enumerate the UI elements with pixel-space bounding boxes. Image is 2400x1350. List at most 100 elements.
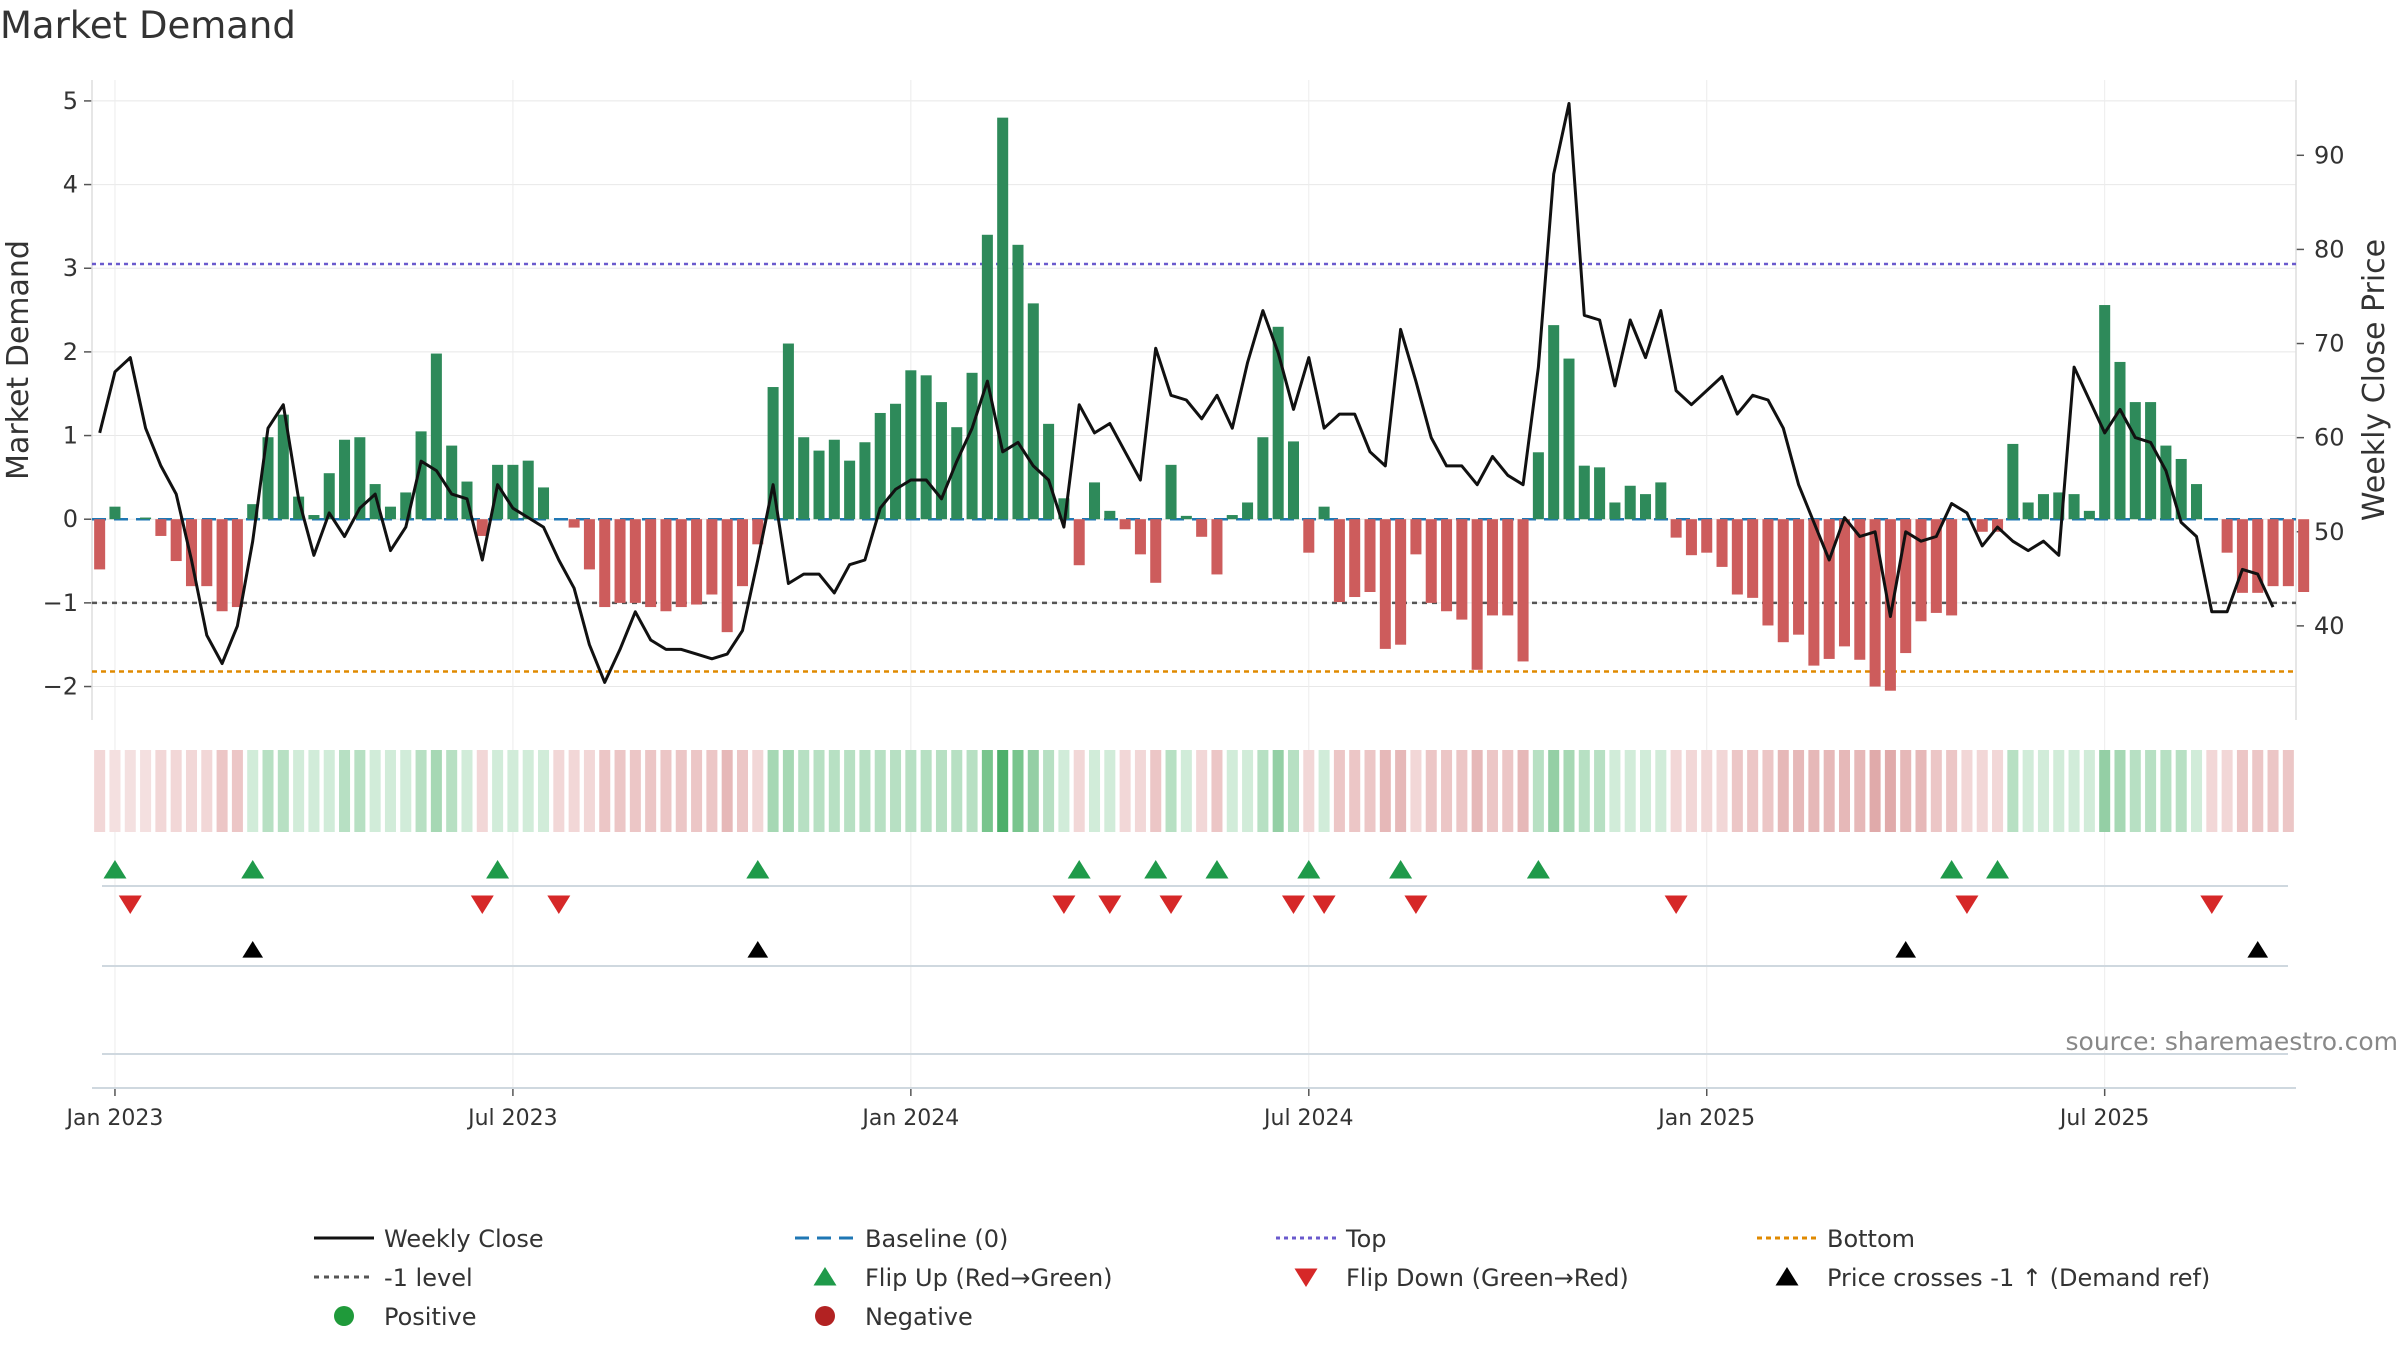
strip-cell	[706, 750, 718, 832]
strip-cell	[2236, 750, 2248, 832]
strip-cell	[1976, 750, 1988, 832]
demand-bar-positive	[798, 437, 810, 520]
demand-bar-positive	[935, 402, 947, 520]
demand-bar-negative	[721, 519, 733, 633]
demand-bar-negative	[1670, 519, 1682, 538]
demand-bar-negative	[170, 519, 182, 562]
demand-bar-positive	[1089, 482, 1101, 520]
demand-bar-positive	[981, 234, 993, 520]
demand-bar-positive	[2145, 402, 2157, 520]
strip-cell	[1287, 750, 1299, 832]
demand-bar-positive	[446, 445, 458, 520]
strip-cell	[660, 750, 672, 832]
strip-cell	[522, 750, 534, 832]
demand-bar-positive	[1226, 515, 1238, 520]
left-tick-label: 2	[63, 338, 78, 366]
strip-cell	[1150, 750, 1162, 832]
legend-item-baseline: Baseline (0)	[795, 1225, 1008, 1253]
demand-bar-negative	[1364, 519, 1376, 592]
demand-bar-negative	[2252, 519, 2264, 593]
strip-cell	[1119, 750, 1131, 832]
strip-cell	[844, 750, 856, 832]
demand-bar-negative	[660, 519, 672, 612]
strip-cell	[1134, 750, 1146, 832]
demand-bar-positive	[1655, 482, 1667, 520]
strip-cell	[1012, 750, 1024, 832]
demand-bar-negative	[231, 519, 243, 608]
strip-cell	[170, 750, 182, 832]
demand-bar-negative	[1333, 519, 1345, 603]
demand-bar-positive	[1532, 452, 1544, 520]
strip-cell	[308, 750, 320, 832]
demand-bar-positive	[247, 504, 259, 520]
demand-bar-positive	[1012, 244, 1024, 520]
legend-label: -1 level	[384, 1264, 473, 1292]
strip-cell	[1333, 750, 1345, 832]
strip-cell	[1854, 750, 1866, 832]
demand-bar-positive	[1180, 515, 1192, 520]
strip-cell	[293, 750, 305, 832]
strip-cell	[1716, 750, 1728, 832]
demand-bar-negative	[752, 519, 764, 545]
strip-cell	[2282, 750, 2294, 832]
strip-cell	[1196, 750, 1208, 832]
demand-bar-negative	[1946, 519, 1958, 616]
strip-cell	[1869, 750, 1881, 832]
right-axis-title: Weekly Close Price	[2357, 239, 2392, 521]
strip-cell	[1104, 750, 1116, 832]
strip-cell	[109, 750, 121, 832]
demand-bar-positive	[1058, 498, 1070, 520]
signal-markers	[103, 860, 2269, 958]
legend-label: Bottom	[1827, 1225, 1915, 1253]
legend-item-weekly_close: Weekly Close	[314, 1225, 544, 1253]
legend-item-flip_up: Flip Up (Red→Green)	[813, 1264, 1113, 1292]
flip-up-marker	[103, 860, 127, 879]
strip-cell	[1395, 750, 1407, 832]
demand-bar-positive	[262, 437, 274, 520]
demand-bar-positive	[1287, 441, 1299, 520]
strip-cell	[1624, 750, 1636, 832]
strip-cell	[277, 750, 289, 832]
flip-down-marker	[1664, 895, 1688, 914]
demand-bar-negative	[1777, 519, 1789, 643]
strip-cell	[1379, 750, 1391, 832]
demand-bar-negative	[1900, 519, 1912, 654]
right-tick-label: 40	[2314, 612, 2345, 640]
demand-bar-positive	[813, 450, 825, 520]
strip-cell	[1747, 750, 1759, 832]
demand-bar-positive	[2175, 458, 2187, 520]
flip-up-marker	[1067, 860, 1091, 879]
demand-bar-positive	[140, 517, 152, 520]
strip-cell	[1242, 750, 1254, 832]
strip-cell	[2129, 750, 2141, 832]
demand-bar-negative	[736, 519, 748, 587]
demand-bar-positive	[874, 412, 886, 520]
strip-cell	[446, 750, 458, 832]
demand-bar-positive	[782, 343, 794, 520]
strip-cell	[767, 750, 779, 832]
strip-cell	[1930, 750, 1942, 832]
strip-cell	[1089, 750, 1101, 832]
strip-cell	[2007, 750, 2019, 832]
strip-cell	[951, 750, 963, 832]
demand-bar-negative	[568, 519, 580, 528]
right-tick-label: 70	[2314, 330, 2345, 358]
flip-up-marker	[1940, 860, 1964, 879]
demand-bar-negative	[1976, 519, 1988, 532]
x-tick-label: Jul 2023	[466, 1106, 558, 1131]
demand-bar-positive	[2160, 445, 2172, 520]
demand-bar-positive	[997, 117, 1009, 520]
demand-bars	[94, 117, 2310, 691]
demand-bar-negative	[1410, 519, 1422, 555]
demand-bar-negative	[201, 519, 213, 587]
demand-bar-positive	[293, 496, 305, 520]
demand-bar-positive	[828, 439, 840, 520]
legend-item-negative: Negative	[815, 1303, 973, 1331]
strip-cell	[2099, 750, 2111, 832]
strip-cell	[507, 750, 519, 832]
demand-bar-negative	[1134, 519, 1146, 555]
demand-bar-negative	[1930, 519, 1942, 613]
right-tick-label: 50	[2314, 518, 2345, 546]
strip-cell	[94, 750, 106, 832]
demand-bar-positive	[2053, 492, 2065, 520]
